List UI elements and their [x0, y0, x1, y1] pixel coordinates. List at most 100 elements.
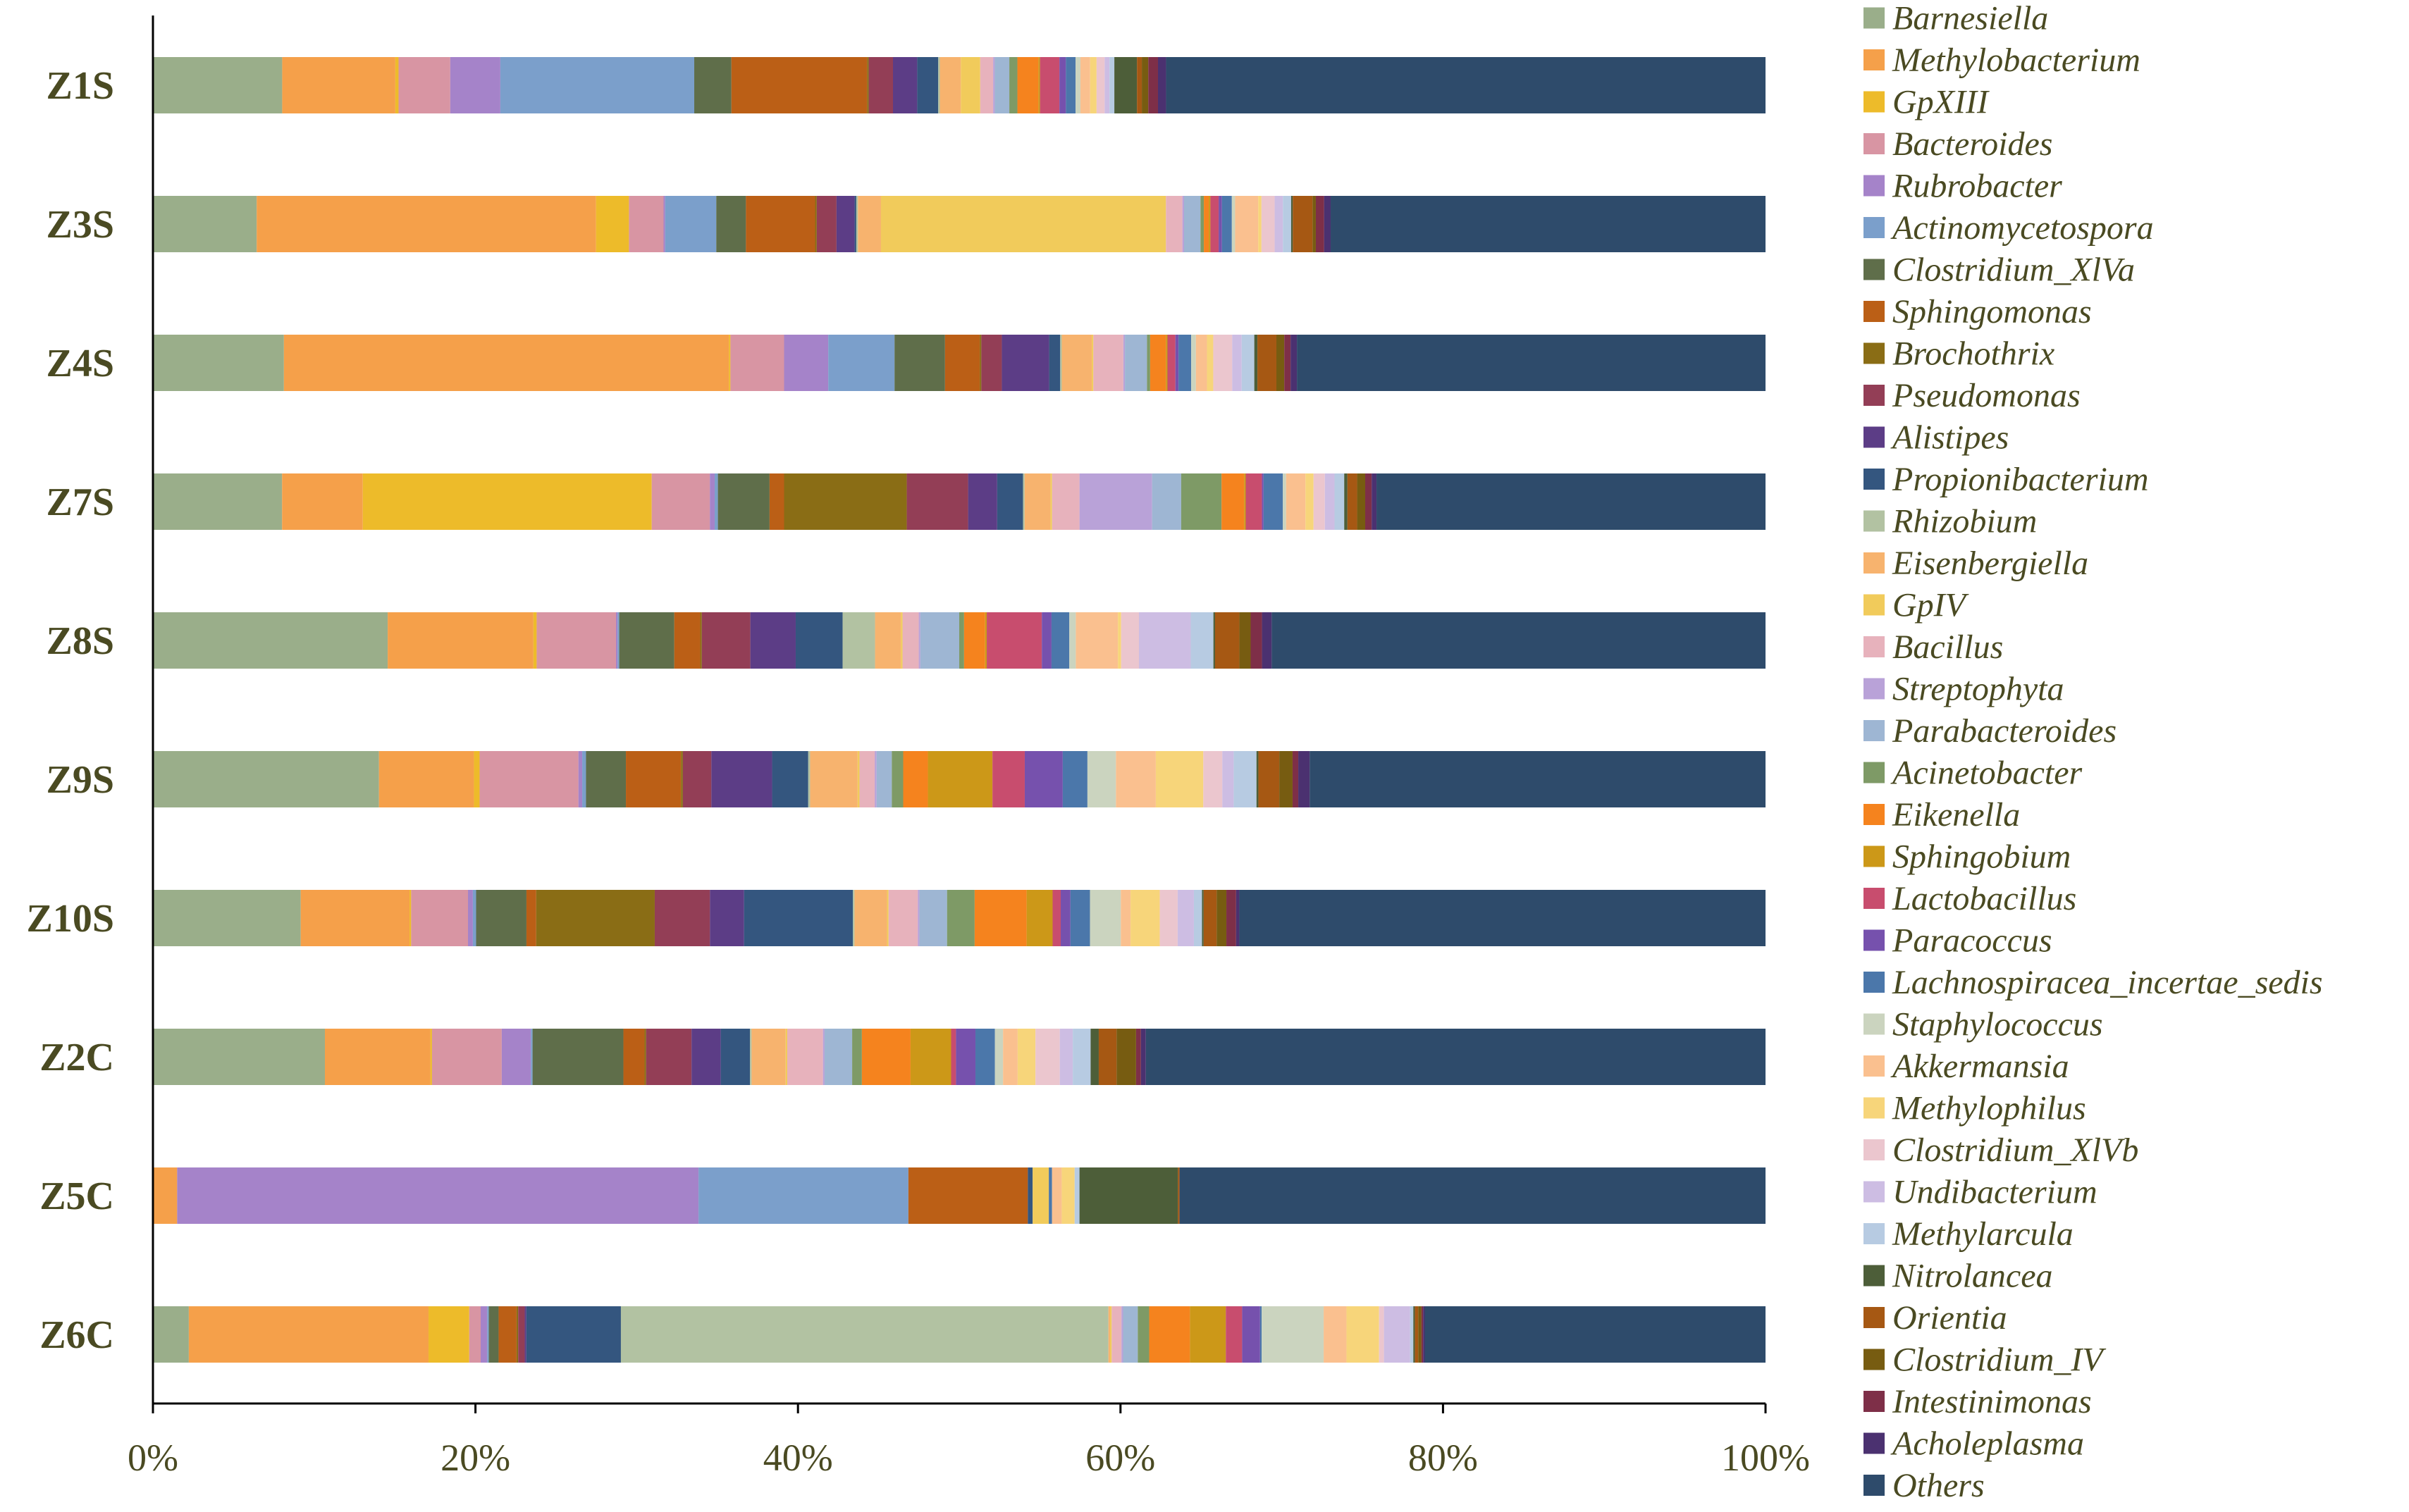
- bar-segment-z6c-bacillus: [1111, 1306, 1122, 1363]
- bar-segment-z7s-eikenella: [1221, 473, 1245, 530]
- bar-segment-z9s-methylophilus: [1155, 751, 1204, 807]
- bar-segment-z4s-clostridium-xlvb: [1213, 335, 1233, 391]
- bar-segment-z1s-clostridium-iv: [1142, 57, 1149, 113]
- legend-label: Clostridium_IV: [1892, 1341, 2106, 1379]
- bar-segment-z3s-sphingobium: [1209, 196, 1211, 252]
- bar-segment-z9s-staphylococcus: [1087, 751, 1116, 807]
- bar-segment-z6c-rhizobium: [620, 1306, 1109, 1363]
- bar-segment-z10s-brochothrix: [536, 890, 655, 946]
- bar-segment-z8s-lachnospiracea-incertae-sedis: [1051, 612, 1070, 669]
- bar-segment-z4s-bacillus: [1093, 335, 1123, 391]
- bar-segment-z9s-pseudomonas: [682, 751, 712, 807]
- bar-segment-z9s-eisenbergiella: [810, 751, 858, 807]
- bar-segment-z5c-akkermansia: [1052, 1167, 1062, 1224]
- legend-swatch: [1863, 7, 1885, 29]
- bar-segment-z1s-methylophilus: [1090, 57, 1097, 113]
- x-tick-label: 100%: [1721, 1437, 1810, 1479]
- bar-segment-z7s-parabacteroides: [1152, 473, 1181, 530]
- legend-swatch: [1863, 1181, 1885, 1203]
- bar-segment-z1s-sphingomonas: [731, 57, 868, 113]
- bar-segment-z2c-sphingomonas: [623, 1029, 645, 1085]
- bar-segment-z10s-gpiv: [887, 890, 889, 946]
- legend-swatch: [1863, 91, 1885, 113]
- bar-segment-z2c-streptophyta: [822, 1029, 825, 1085]
- legend-item-brochothrix: Brochothrix: [1863, 335, 2054, 373]
- bar-segment-z8s-rubrobacter: [616, 612, 618, 669]
- bar-segment-z7s-gpxiii: [362, 473, 652, 530]
- bar-segment-z10s-staphylococcus: [1090, 890, 1121, 946]
- legend-swatch: [1863, 217, 1885, 238]
- bar-segment-z10s-acholeplasma: [1236, 890, 1240, 946]
- legend-item-eisenbergiella: Eisenbergiella: [1863, 545, 2088, 582]
- bar-segment-z2c-lactobacillus: [951, 1029, 956, 1085]
- bar-segment-z8s-lactobacillus: [987, 612, 1042, 669]
- bar-segment-z9s-rhizobium: [808, 751, 811, 807]
- bar-segment-z7s-clostridium-xlvb: [1313, 473, 1325, 530]
- legend-swatch: [1863, 49, 1885, 70]
- bar-segment-z1s-others: [1166, 57, 1766, 113]
- bar-segment-z10s-lactobacillus: [1052, 890, 1061, 946]
- bar-segment-z6c-methylarcula: [1410, 1306, 1414, 1363]
- bar-segment-z10s-rubrobacter: [468, 890, 473, 946]
- bar-segment-z6c-barnesiella: [153, 1306, 189, 1363]
- bar-segment-z6c-lachnospiracea-incertae-sedis: [1259, 1306, 1262, 1363]
- bar-segment-z9s-others: [1310, 751, 1766, 807]
- bar-segment-z10s-clostridium-xlvb: [1159, 890, 1178, 946]
- bar-segment-z7s-undibacterium: [1324, 473, 1335, 530]
- category-label: Z4S: [47, 342, 115, 385]
- bar-segment-z6c-staphylococcus: [1262, 1306, 1324, 1363]
- bar-segment-z6c-methylobacterium: [188, 1306, 429, 1363]
- bar-segment-z9s-methylarcula: [1233, 751, 1257, 807]
- bar-segment-z4s-rubrobacter: [784, 335, 829, 391]
- bar-segment-z6c-intestinimonas: [1421, 1306, 1424, 1363]
- bar-segment-z6c-lactobacillus: [1226, 1306, 1243, 1363]
- bar-segment-z9s-alistipes: [711, 751, 772, 807]
- legend-label: Propionibacterium: [1892, 461, 2149, 498]
- legend-label: Acholeplasma: [1890, 1425, 2084, 1463]
- bar-segment-z6c-orientia: [1415, 1306, 1419, 1363]
- bar-segment-z7s-bacillus: [1052, 473, 1080, 530]
- bar-segment-z3s-rhizobium: [856, 196, 858, 252]
- bar-segment-z4s-undibacterium: [1232, 335, 1242, 391]
- bar-segment-z5c-lachnospiracea-incertae-sedis: [1049, 1167, 1052, 1224]
- bar-segment-z7s-nitrolancea: [1344, 473, 1348, 530]
- bar-segment-z6c-acinetobacter: [1138, 1306, 1150, 1363]
- bar-segment-z3s-staphylococcus: [1231, 196, 1236, 252]
- legend-swatch: [1863, 1139, 1885, 1160]
- legend-swatch: [1863, 636, 1885, 657]
- legend-swatch: [1863, 259, 1885, 280]
- bar-segment-z10s-alistipes: [710, 890, 744, 946]
- category-label: Z8S: [47, 619, 115, 663]
- bar-segment-z9s-barnesiella: [153, 751, 379, 807]
- bar-segment-z4s-actinomycetospora: [828, 335, 895, 391]
- bar-segment-z9s-clostridium-iv: [1279, 751, 1293, 807]
- bar-segment-z8s-clostridium-xlvb: [1121, 612, 1139, 669]
- bar-segment-z8s-propionibacterium: [795, 612, 843, 669]
- legend-swatch: [1863, 385, 1885, 406]
- bar-segment-z10s-acinetobacter: [947, 890, 975, 946]
- bar-segment-z2c-bacillus: [787, 1029, 823, 1085]
- bar-segment-z5c-propionibacterium: [1028, 1167, 1033, 1224]
- bar-segment-z4s-streptophyta: [1123, 335, 1126, 391]
- bar-segment-z5c-nitrolancea: [1079, 1167, 1178, 1224]
- legend-label: Barnesiella: [1892, 0, 2048, 37]
- bar-row-z3s: [153, 196, 1766, 252]
- bar-segment-z6c-gpxiii: [428, 1306, 469, 1363]
- bar-segment-z3s-pseudomonas: [816, 196, 837, 252]
- bar-segment-z9s-eikenella: [903, 751, 928, 807]
- bar-segment-z6c-acholeplasma: [1423, 1306, 1425, 1363]
- category-label: Z1S: [47, 64, 115, 108]
- bar-row-z2c: [153, 1029, 1766, 1085]
- bar-segment-z8s-actinomycetospora: [617, 612, 620, 669]
- legend-label: Sphingomonas: [1892, 293, 2092, 330]
- bar-segment-z8s-acholeplasma: [1262, 612, 1272, 669]
- bar-segment-z4s-clostridium-iv: [1276, 335, 1285, 391]
- bar-segment-z1s-undibacterium: [1104, 57, 1110, 113]
- bar-segment-z8s-gpiv: [901, 612, 903, 669]
- bar-segment-z2c-methylarcula: [1073, 1029, 1091, 1085]
- legend-label: Akkermansia: [1890, 1048, 2069, 1085]
- bar-segment-z3s-undibacterium: [1274, 196, 1283, 252]
- category-label: Z6C: [39, 1313, 114, 1357]
- legend-label: Streptophyta: [1892, 671, 2064, 708]
